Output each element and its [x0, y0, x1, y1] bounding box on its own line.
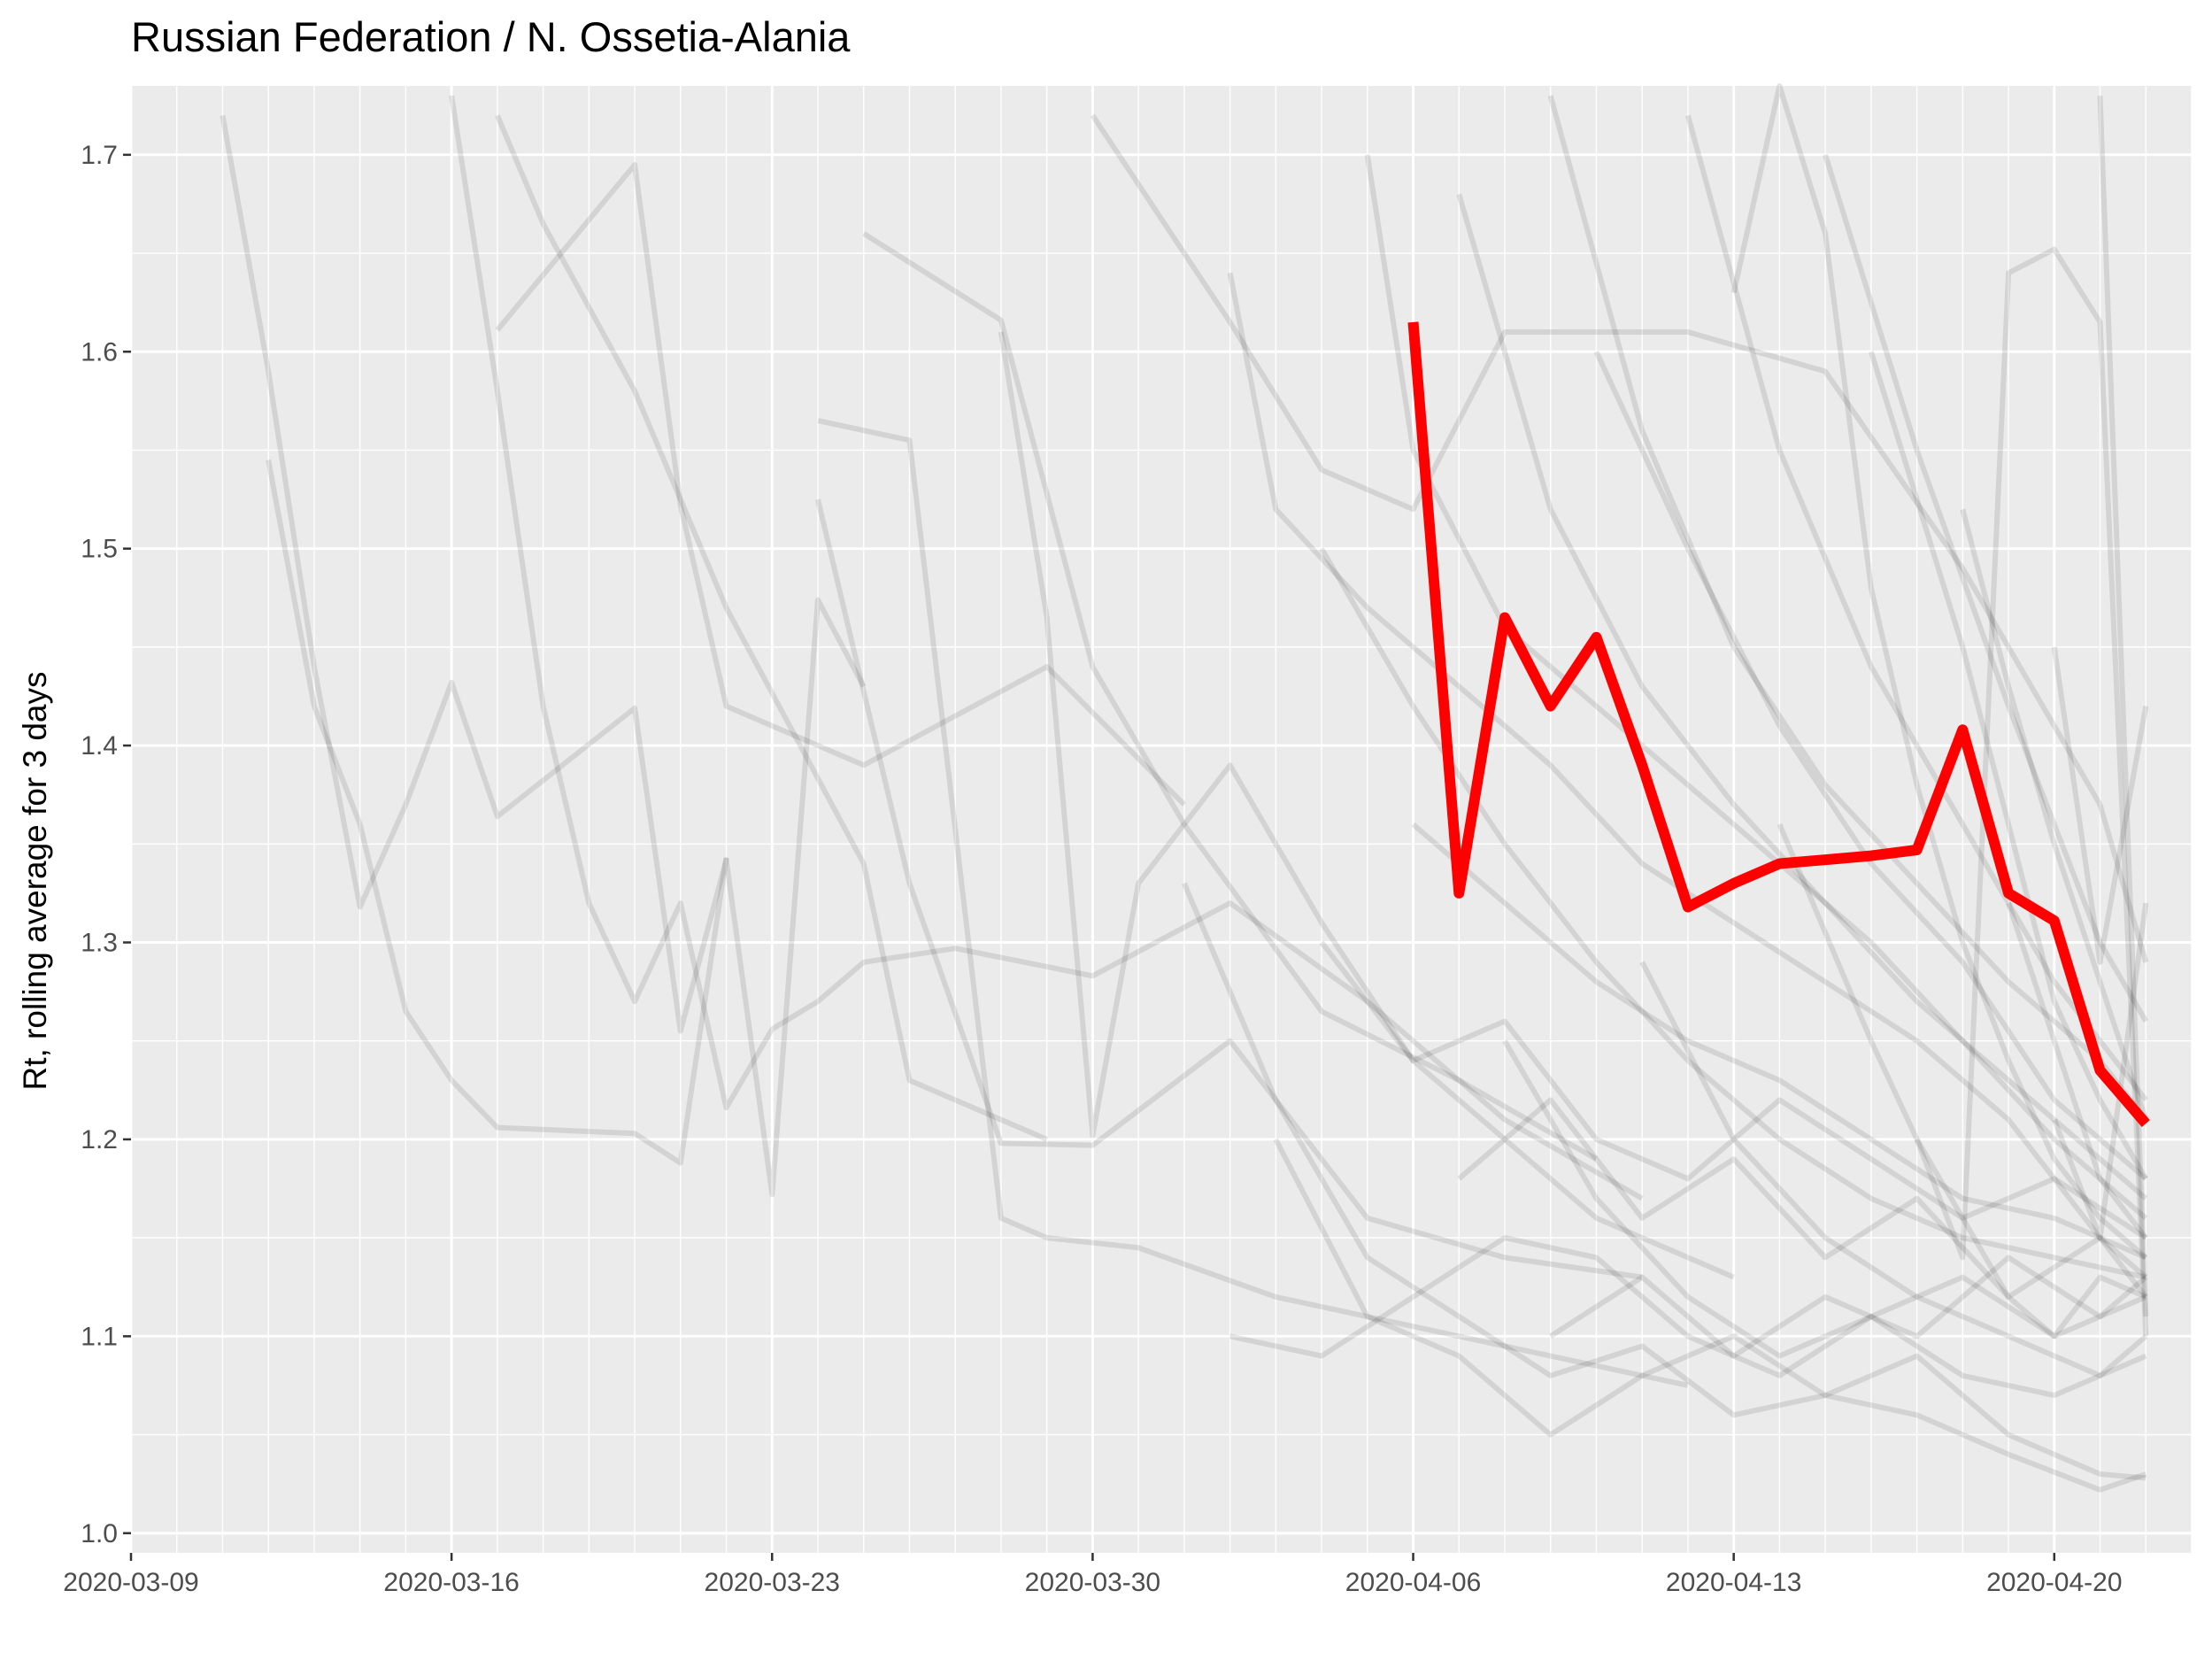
series-line-other — [862, 231, 1598, 1162]
series-line-other — [1593, 351, 2148, 1181]
series-line-other — [495, 114, 1048, 1142]
x-tick-label: 2020-04-20 — [1986, 1568, 2122, 1597]
series-line-other — [1456, 193, 2148, 1201]
series-line-other — [1319, 547, 2146, 1280]
series-line-other — [1960, 508, 2149, 1121]
series-line-other — [2052, 902, 2149, 1241]
series-line-other — [1364, 154, 2148, 1221]
series-line-other — [998, 331, 1735, 1280]
y-tick-label: 1.1 — [81, 1322, 118, 1351]
y-axis-title: Rt, rolling average for 3 days — [17, 671, 53, 1090]
series-line-other — [1730, 83, 2148, 1260]
other-regions-lines — [220, 83, 2149, 1493]
series-line-other — [1182, 882, 2146, 1481]
series-line-other — [1229, 1235, 2147, 1378]
series-line-other — [2006, 902, 2148, 1239]
series-line-other — [266, 459, 729, 1166]
series-line-other — [1457, 1097, 2148, 1300]
y-tick-label: 1.3 — [81, 929, 118, 958]
series-line-other — [1777, 822, 2147, 1340]
x-tick-label: 2020-04-06 — [1345, 1568, 1481, 1597]
x-tick-label: 2020-03-09 — [63, 1568, 198, 1597]
series-line-other — [1227, 272, 2148, 1299]
series-line-other — [1639, 961, 2148, 1378]
y-tick-label: 1.0 — [81, 1519, 118, 1548]
series-line-other — [1411, 822, 2147, 1261]
series-line-other — [815, 498, 1643, 1280]
series-line-highlight — [1407, 321, 2150, 1128]
y-tick-label: 1.2 — [81, 1125, 118, 1154]
gridlines — [129, 86, 2193, 1553]
x-tick-label: 2020-03-23 — [705, 1568, 840, 1597]
series-line-other — [220, 114, 867, 1198]
series-line-other — [1502, 1039, 2147, 1399]
series-line-other — [449, 95, 1644, 1201]
y-tick-label: 1.7 — [81, 141, 118, 170]
x-tick-label: 2020-03-30 — [1025, 1568, 1160, 1597]
y-tick-label: 1.6 — [81, 337, 118, 367]
y-tick-label: 1.4 — [81, 731, 118, 761]
x-tick-label: 2020-03-16 — [383, 1568, 519, 1597]
series-line-other — [1914, 246, 2149, 1337]
plot-panel — [131, 86, 2192, 1553]
y-tick-label: 1.5 — [81, 535, 118, 564]
series-line-other — [1273, 1138, 2147, 1493]
series-line-other — [2051, 646, 2149, 965]
series-line-other — [2097, 803, 2149, 963]
series-line-other — [1685, 114, 2148, 1102]
chart-title: Russian Federation / N. Ossetia-Alania — [131, 13, 851, 60]
series-line-other — [1547, 95, 2148, 1122]
series-line-other — [817, 418, 1689, 1388]
highlight-region-line — [1407, 321, 2150, 1128]
series-line-other — [1319, 940, 2147, 1240]
series-line-other — [495, 162, 1187, 807]
x-tick-label: 2020-04-13 — [1666, 1568, 1801, 1597]
series-line-other — [1823, 153, 2148, 1023]
series-line-other — [1090, 113, 2103, 807]
series-line-other — [1549, 1255, 2148, 1359]
axes: 2020-03-09 2020-03-16 2020-03-23 2020-03-30… — [63, 141, 2122, 1597]
